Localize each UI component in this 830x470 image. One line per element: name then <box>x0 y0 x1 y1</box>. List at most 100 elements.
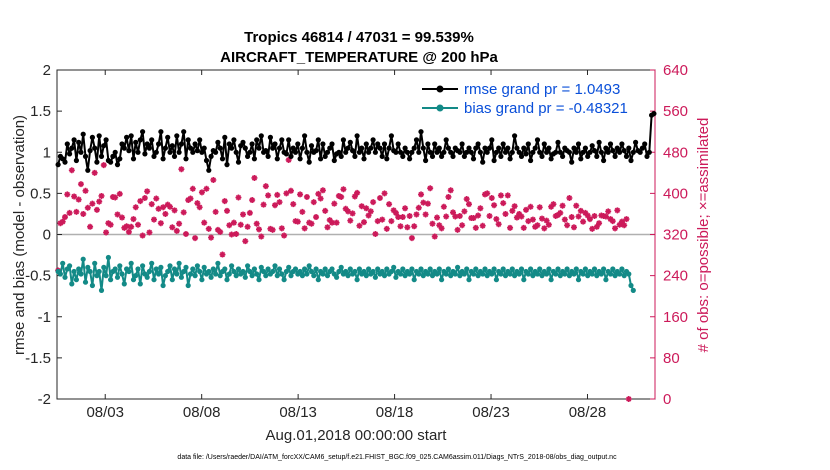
rmse-point <box>313 148 319 154</box>
bias-point <box>619 266 625 272</box>
obs-count-point <box>557 209 564 216</box>
bias-point <box>502 273 509 279</box>
rmse-point <box>350 148 356 154</box>
rmse-point <box>626 145 632 151</box>
rmse-point <box>254 137 260 143</box>
obs-count-point <box>520 224 527 231</box>
bias-point <box>553 271 559 277</box>
obs-count-point <box>465 201 472 208</box>
rmse-point <box>370 137 376 143</box>
bias-point <box>610 266 616 272</box>
left-axis-label: rmse and bias (model - observation) <box>11 115 28 355</box>
rmse-point <box>82 153 89 159</box>
obs-count-point <box>607 216 614 223</box>
obs-count-point <box>310 199 317 206</box>
obs-count-point <box>443 213 450 220</box>
rmse-point <box>413 137 420 143</box>
obs-count-point <box>552 212 559 219</box>
rmse-point <box>162 145 168 151</box>
obs-count-point <box>529 216 536 223</box>
obs-count-point <box>408 235 415 242</box>
bias-point <box>133 273 139 279</box>
obs-count-point <box>584 212 591 219</box>
obs-count-point <box>374 218 381 225</box>
obs-count-point <box>500 200 507 207</box>
rmse-point <box>489 137 495 143</box>
obs-count-point <box>527 203 534 210</box>
bias-point <box>555 266 561 272</box>
rmse-point <box>69 145 75 151</box>
rmse-point <box>493 149 499 155</box>
rmse-point <box>149 137 155 143</box>
obs-count-point <box>265 192 272 199</box>
obs-count-point <box>319 187 326 194</box>
obs-count-point <box>406 212 413 219</box>
rmse-point <box>315 137 321 143</box>
bias-point <box>621 273 627 279</box>
bias-point <box>439 277 445 283</box>
obs-count-point <box>260 201 267 208</box>
obs-count-point <box>157 220 164 227</box>
rmse-point <box>130 156 137 162</box>
bias-point <box>224 277 230 283</box>
bias-point <box>215 260 221 266</box>
rmse-point <box>464 149 470 155</box>
bias-point <box>498 271 504 277</box>
bias-point <box>112 266 118 272</box>
obs-count-point <box>160 204 167 211</box>
rmse-point <box>509 149 515 155</box>
bias-point <box>178 274 184 280</box>
bias-point <box>445 266 451 272</box>
rmse-point <box>619 141 625 147</box>
rmse-point <box>500 141 506 147</box>
bias-point <box>276 266 283 272</box>
obs-count-point <box>278 225 285 232</box>
rmse-point <box>361 156 367 162</box>
obs-count-point <box>602 213 609 220</box>
obs-count-point <box>596 220 603 227</box>
rmse-point <box>156 141 162 147</box>
obs-count-point <box>98 192 105 199</box>
rmse-point <box>448 149 454 155</box>
right-tick-label: 80 <box>663 350 680 367</box>
rmse-point <box>439 153 445 159</box>
bias-point <box>263 273 269 279</box>
rmse-point <box>240 139 246 145</box>
obs-count-point <box>294 218 301 225</box>
obs-count-point <box>171 207 178 214</box>
obs-count-point <box>589 225 596 232</box>
bias-point <box>354 277 360 283</box>
bias-point <box>393 274 399 280</box>
obs-count-point <box>228 231 235 238</box>
obs-count-point <box>365 212 372 219</box>
bias-point <box>630 287 636 293</box>
obs-count-point <box>203 185 210 192</box>
obs-count-point <box>488 195 495 202</box>
rmse-point <box>511 133 518 139</box>
obs-count-point <box>322 207 329 214</box>
bias-point <box>302 266 308 272</box>
bias-point <box>516 271 522 277</box>
rmse-point <box>407 156 413 162</box>
rmse-point <box>363 141 369 147</box>
rmse-point <box>169 143 175 149</box>
obs-count-point <box>255 226 262 233</box>
obs-count-point <box>103 229 110 236</box>
obs-count-point <box>605 208 612 215</box>
bias-point <box>420 273 426 279</box>
obs-count-point <box>139 232 146 239</box>
rmse-point <box>233 149 239 155</box>
bias-point <box>402 273 408 279</box>
rmse-point <box>366 149 372 155</box>
bias-point <box>409 266 415 272</box>
rmse-point <box>247 149 253 155</box>
rmse-point <box>482 145 488 151</box>
rmse-point <box>302 133 308 139</box>
rmse-point <box>423 157 429 164</box>
rmse-point <box>263 148 269 154</box>
rmse-point <box>466 145 472 151</box>
obs-count-point <box>326 217 333 224</box>
rmse-point <box>607 141 614 147</box>
chart-title-line2: AIRCRAFT_TEMPERATURE @ 200 hPa <box>220 49 498 66</box>
obs-count-point <box>568 214 575 221</box>
